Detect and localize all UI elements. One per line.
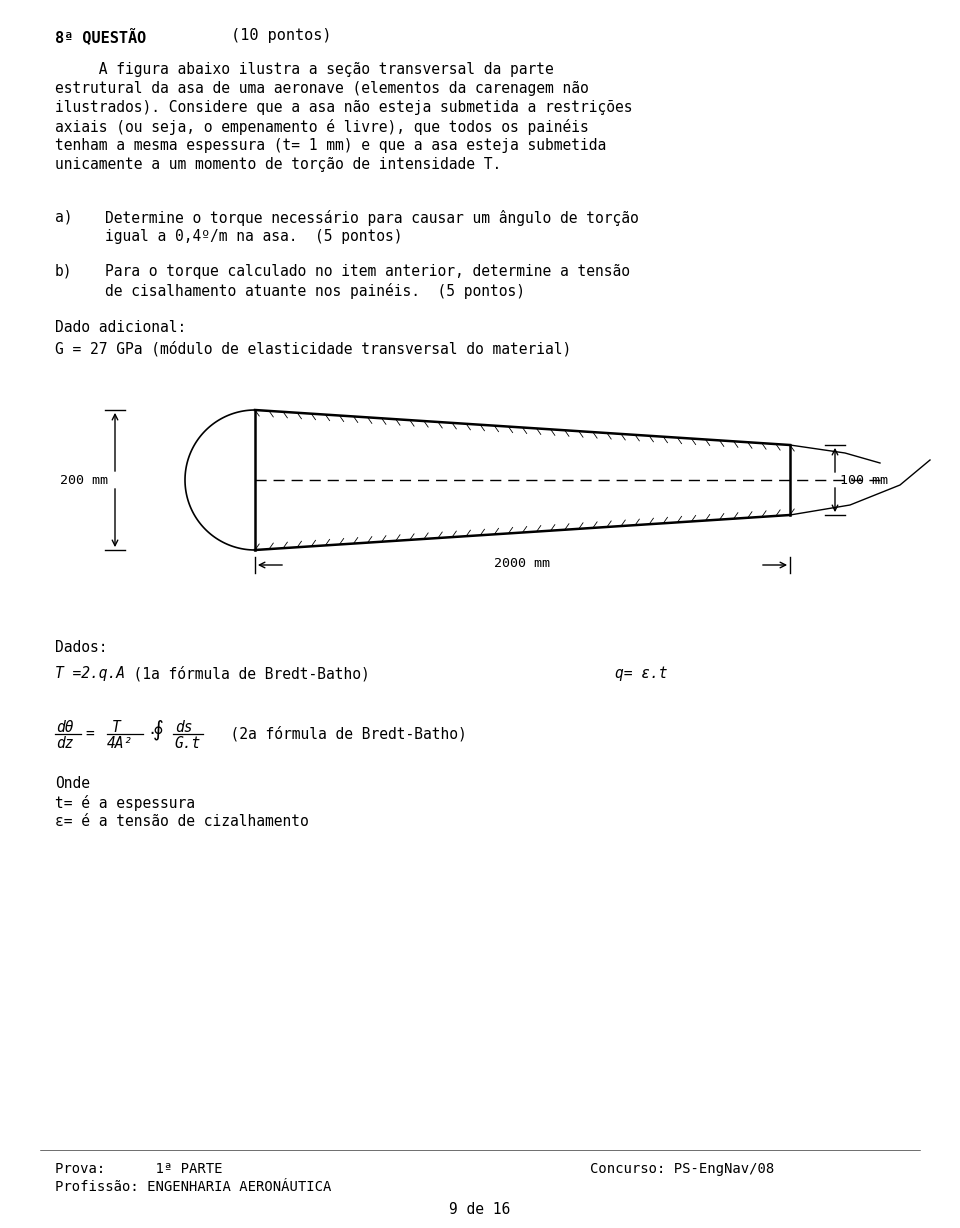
Text: a): a) bbox=[55, 210, 73, 225]
Text: de cisalhamento atuante nos painéis.  (5 pontos): de cisalhamento atuante nos painéis. (5 … bbox=[105, 282, 525, 298]
Text: =: = bbox=[85, 726, 94, 740]
Text: G = 27 GPa (módulo de elasticidade transversal do material): G = 27 GPa (módulo de elasticidade trans… bbox=[55, 341, 571, 356]
Text: Determine o torque necessário para causar um ângulo de torção: Determine o torque necessário para causa… bbox=[105, 210, 638, 226]
Text: Prova:      1ª PARTE: Prova: 1ª PARTE bbox=[55, 1162, 223, 1176]
Text: A figura abaixo ilustra a seção transversal da parte: A figura abaixo ilustra a seção transver… bbox=[55, 61, 554, 77]
Text: dz: dz bbox=[56, 736, 74, 752]
Text: dθ: dθ bbox=[56, 720, 74, 736]
Text: Concurso: PS-EngNav/08: Concurso: PS-EngNav/08 bbox=[590, 1162, 775, 1176]
Text: T =2.q.A: T =2.q.A bbox=[55, 666, 125, 682]
Text: axiais (ou seja, o empenamento é livre), que todos os painéis: axiais (ou seja, o empenamento é livre),… bbox=[55, 119, 588, 135]
Text: tenham a mesma espessura (t= 1 mm) e que a asa esteja submetida: tenham a mesma espessura (t= 1 mm) e que… bbox=[55, 138, 607, 154]
Text: .: . bbox=[147, 722, 156, 738]
Text: 2000 mm: 2000 mm bbox=[494, 558, 550, 570]
Text: Profissão: ENGENHARIA AERONÁUTICA: Profissão: ENGENHARIA AERONÁUTICA bbox=[55, 1180, 331, 1194]
Text: ε= é a tensão de cizalhamento: ε= é a tensão de cizalhamento bbox=[55, 814, 309, 829]
Text: (2a fórmula de Bredt-Batho): (2a fórmula de Bredt-Batho) bbox=[213, 726, 467, 742]
Text: igual a 0,4º/m na asa.  (5 pontos): igual a 0,4º/m na asa. (5 pontos) bbox=[105, 228, 402, 244]
Text: b): b) bbox=[55, 264, 73, 279]
Text: (1a fórmula de Bredt-Batho): (1a fórmula de Bredt-Batho) bbox=[116, 666, 370, 682]
Text: Onde: Onde bbox=[55, 776, 90, 791]
Text: ∮: ∮ bbox=[153, 720, 164, 740]
Text: 200 mm: 200 mm bbox=[60, 474, 108, 486]
Text: T: T bbox=[112, 720, 121, 736]
Text: ilustrados). Considere que a asa não esteja submetida a restrições: ilustrados). Considere que a asa não est… bbox=[55, 99, 633, 115]
Text: Dados:: Dados: bbox=[55, 640, 108, 655]
Text: 4A²: 4A² bbox=[107, 736, 133, 752]
Text: G.t: G.t bbox=[174, 736, 201, 752]
Text: 8ª QUESTÃO: 8ª QUESTÃO bbox=[55, 28, 146, 45]
Text: estrutural da asa de uma aeronave (elementos da carenagem não: estrutural da asa de uma aeronave (eleme… bbox=[55, 81, 588, 96]
Text: q= ε.t: q= ε.t bbox=[615, 666, 667, 682]
Text: t= é a espessura: t= é a espessura bbox=[55, 795, 195, 810]
Text: (10 pontos): (10 pontos) bbox=[222, 28, 331, 43]
Text: 9 de 16: 9 de 16 bbox=[449, 1202, 511, 1217]
Text: Dado adicional:: Dado adicional: bbox=[55, 321, 186, 335]
Text: Para o torque calculado no item anterior, determine a tensão: Para o torque calculado no item anterior… bbox=[105, 264, 630, 279]
Text: unicamente a um momento de torção de intensidade T.: unicamente a um momento de torção de int… bbox=[55, 157, 501, 172]
Text: 100 mm: 100 mm bbox=[840, 474, 888, 486]
Text: ds: ds bbox=[175, 720, 193, 736]
